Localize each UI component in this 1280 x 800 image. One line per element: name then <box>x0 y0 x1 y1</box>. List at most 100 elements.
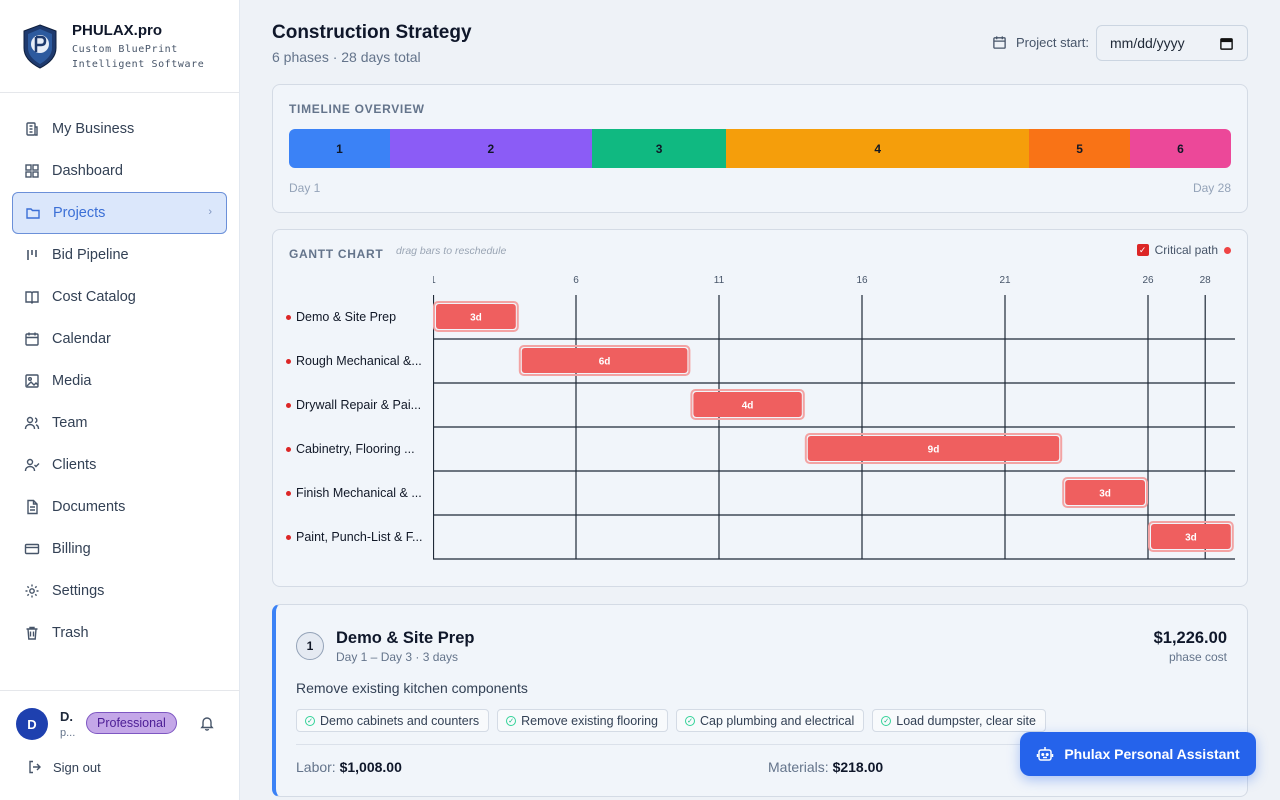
gantt-bar-outline <box>433 301 519 332</box>
sidebar-item-dashboard[interactable]: Dashboard <box>12 150 227 192</box>
materials-cost: Materials: $218.00 <box>768 759 883 775</box>
gantt-chart: 1611162126283d6d4d9d3d3d <box>433 275 1235 560</box>
sign-out-label: Sign out <box>53 759 101 775</box>
credit-card-icon <box>24 541 40 557</box>
timeline-segment-5[interactable]: 5 <box>1029 129 1131 168</box>
sign-out-link[interactable]: Sign out <box>27 759 101 775</box>
sidebar-item-my-business[interactable]: My Business <box>12 108 227 150</box>
sidebar-nav: My Business Dashboard Projects › Bid Pip… <box>12 108 227 654</box>
assistant-button[interactable]: Phulax Personal Assistant <box>1020 732 1256 776</box>
sidebar-item-trash[interactable]: Trash <box>12 612 227 654</box>
gantt-tick-label: 1 <box>433 275 436 286</box>
page-subtitle: 6 phases · 28 days total <box>272 49 421 65</box>
gantt-bar[interactable] <box>1065 480 1145 505</box>
gantt-bar[interactable] <box>436 304 516 329</box>
timeline-segment-1[interactable]: 1 <box>289 129 390 168</box>
gantt-bar-label: 3d <box>470 313 482 324</box>
sidebar-item-media[interactable]: Media <box>12 360 227 402</box>
gantt-bar[interactable] <box>1151 524 1231 549</box>
gantt-tick-label: 21 <box>999 275 1011 286</box>
sidebar-item-label: Projects <box>53 205 106 221</box>
gantt-row-name: Cabinetry, Flooring ... <box>296 442 415 456</box>
critical-dot <box>286 314 291 320</box>
sidebar-item-label: Media <box>52 373 92 389</box>
sidebar-item-documents[interactable]: Documents <box>12 486 227 528</box>
sidebar-item-settings[interactable]: Settings <box>12 570 227 612</box>
gantt-tick-label: 28 <box>1200 275 1212 286</box>
critical-path-dot <box>1224 246 1231 254</box>
critical-path-toggle[interactable]: ✓ Critical path <box>1136 243 1231 257</box>
critical-path-label: Critical path <box>1154 243 1218 257</box>
plan-badge[interactable]: Professional <box>86 712 177 734</box>
sidebar-item-label: Bid Pipeline <box>52 247 129 263</box>
gantt-row-name: Rough Mechanical &... <box>296 354 422 368</box>
sidebar-item-label: Cost Catalog <box>52 289 136 305</box>
date-placeholder: mm/dd/yyyy <box>1110 35 1185 51</box>
sidebar-item-team[interactable]: Team <box>12 402 227 444</box>
avatar[interactable]: D <box>16 708 48 740</box>
task-label: Load dumpster, clear site <box>896 713 1036 728</box>
task-chip[interactable]: ✓ Demo cabinets and counters <box>296 709 490 732</box>
gantt-bar-label: 6d <box>599 357 611 368</box>
project-start-date-input[interactable]: mm/dd/yyyy <box>1096 25 1248 61</box>
book-icon <box>24 289 40 305</box>
sidebar-item-billing[interactable]: Billing <box>12 528 227 570</box>
project-start-label: Project start: <box>992 35 1089 50</box>
trash-icon <box>24 625 40 641</box>
gantt-bar[interactable] <box>521 348 688 373</box>
task-label: Remove existing flooring <box>521 713 658 728</box>
date-picker-icon[interactable] <box>1219 36 1234 51</box>
task-label: Demo cabinets and counters <box>320 713 480 728</box>
main-content: Construction Strategy 6 phases · 28 days… <box>240 0 1280 800</box>
sidebar-item-projects[interactable]: Projects › <box>12 192 227 234</box>
sidebar-item-label: Trash <box>52 625 89 641</box>
sidebar-item-bid-pipeline[interactable]: Bid Pipeline <box>12 234 227 276</box>
task-chip[interactable]: ✓ Load dumpster, clear site <box>872 709 1046 732</box>
sidebar-item-label: Billing <box>52 541 91 557</box>
sidebar-item-label: Documents <box>52 499 126 515</box>
dashboard-icon <box>24 163 40 179</box>
phase-number: 1 <box>296 632 324 660</box>
user-name: D. <box>60 709 73 724</box>
brand-tagline: Custom BluePrint Intelligent Software <box>72 42 204 72</box>
materials-value: $218.00 <box>832 759 884 775</box>
sign-out-icon <box>27 759 43 775</box>
sidebar-item-calendar[interactable]: Calendar <box>12 318 227 360</box>
critical-dot <box>286 534 291 540</box>
gantt-row-name: Finish Mechanical & ... <box>296 486 422 500</box>
divider <box>296 744 1227 745</box>
check-circle-icon: ✓ <box>506 715 517 726</box>
gantt-tick-label: 11 <box>714 275 725 286</box>
sidebar: PHULAX.pro Custom BluePrint Intelligent … <box>0 0 240 800</box>
page-title: Construction Strategy <box>272 22 472 43</box>
gantt-row-name: Demo & Site Prep <box>296 310 397 324</box>
task-chip[interactable]: ✓ Remove existing flooring <box>497 709 668 732</box>
user-area: D D. p... Professional Sign out <box>0 690 240 800</box>
document-icon <box>24 499 40 515</box>
bell-icon[interactable] <box>199 715 215 731</box>
gantt-bar-outline <box>1148 521 1234 552</box>
critical-dot <box>286 402 291 408</box>
gantt-bar[interactable] <box>807 436 1060 461</box>
gantt-row-label: Rough Mechanical &... <box>286 339 432 383</box>
critical-path-checkbox[interactable]: ✓ <box>1136 244 1149 256</box>
timeline-segment-2[interactable]: 2 <box>389 129 592 168</box>
task-chip[interactable]: ✓ Cap plumbing and electrical <box>676 709 865 732</box>
phulax-logo[interactable] <box>22 24 58 70</box>
gantt-bar-label: 3d <box>1185 533 1197 544</box>
timeline-segment-4[interactable]: 4 <box>726 129 1030 168</box>
gantt-bar[interactable] <box>693 392 802 417</box>
timeline-segment-3[interactable]: 3 <box>591 129 727 168</box>
sidebar-item-cost-catalog[interactable]: Cost Catalog <box>12 276 227 318</box>
timeline-segment-6[interactable]: 6 <box>1130 129 1231 168</box>
gantt-bar-label: 4d <box>742 401 754 412</box>
phase-cost-label: phase cost <box>1168 650 1227 664</box>
labor-label: Labor: <box>296 759 336 775</box>
gantt-bar-label: 9d <box>928 445 940 456</box>
critical-dot <box>286 358 291 364</box>
gantt-row-label: Paint, Punch-List & F... <box>286 515 432 559</box>
brand-tagline-line1: Custom BluePrint <box>72 44 178 55</box>
sidebar-item-clients[interactable]: Clients <box>12 444 227 486</box>
folder-icon <box>25 205 41 221</box>
